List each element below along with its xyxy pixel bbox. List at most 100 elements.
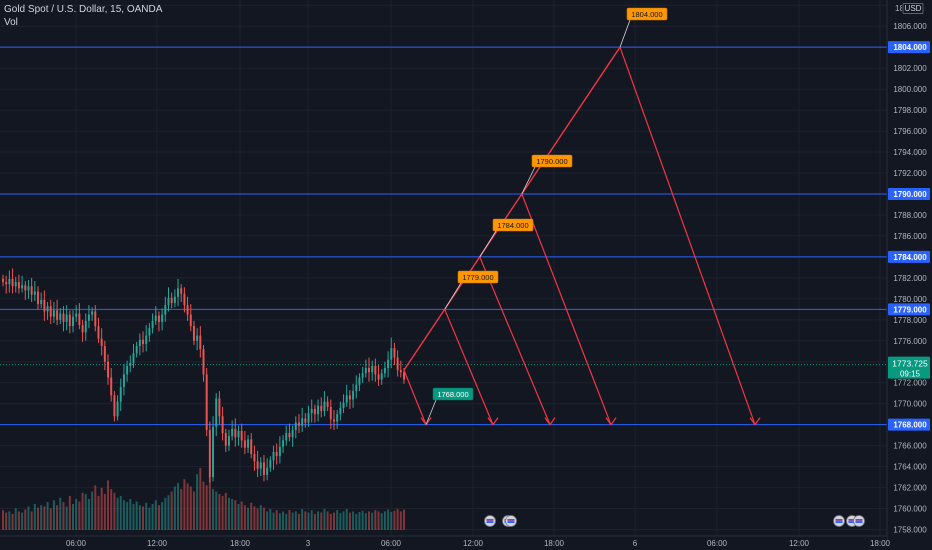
volume-bar xyxy=(234,500,237,530)
volume-bar xyxy=(40,505,43,530)
candle-body xyxy=(97,326,100,339)
volume-bar xyxy=(383,511,386,530)
price-tick-label: 1794.000 xyxy=(893,148,927,157)
volume-bar xyxy=(173,486,176,530)
volume-bar xyxy=(142,506,145,530)
volume-bar xyxy=(21,512,24,530)
volume-bar xyxy=(186,483,189,530)
volume-bar xyxy=(294,511,297,530)
time-tick-label: 12:00 xyxy=(147,539,168,548)
volume-bar xyxy=(154,500,157,530)
volume-bar xyxy=(122,500,125,530)
volume-bar xyxy=(393,510,396,530)
price-tick-label: 1782.000 xyxy=(893,274,927,283)
symbol-title[interactable]: Gold Spot / U.S. Dollar, 15, OANDA xyxy=(4,4,163,15)
level-axis-badge xyxy=(888,41,930,54)
volume-bar xyxy=(164,497,167,530)
price-annotations[interactable]: 1804.000 1790.000 1784.000 1779.000 1768.000 xyxy=(425,7,668,425)
level-axis-badge xyxy=(888,187,930,200)
time-tick-label: 18:00 xyxy=(870,539,891,548)
volume-bar xyxy=(250,502,253,530)
time-tick-label: 18:00 xyxy=(230,539,251,548)
volume-bar xyxy=(180,489,183,530)
candle-body xyxy=(119,386,122,402)
volume-bar xyxy=(208,476,211,530)
callout-leader xyxy=(425,399,437,425)
candle-body xyxy=(310,408,313,414)
countdown-label: 09:15 xyxy=(900,370,921,379)
callout-box xyxy=(432,387,474,401)
volume-bar xyxy=(52,500,55,530)
volume-bar xyxy=(37,507,39,530)
currency-label[interactable]: USD xyxy=(905,4,922,13)
callout-label: 1768.000 xyxy=(437,390,468,399)
flag-stripe xyxy=(835,520,843,522)
event-icons[interactable] xyxy=(484,515,865,527)
volume-bar xyxy=(320,512,323,530)
level-axis-badge xyxy=(888,303,930,316)
level-axis-label: 1804.000 xyxy=(893,43,927,52)
candle-body xyxy=(11,278,14,287)
candle-body xyxy=(151,320,154,329)
candle-body xyxy=(68,314,71,327)
volume-bar xyxy=(49,508,52,530)
candle-body xyxy=(355,384,358,392)
candle-body xyxy=(148,328,151,336)
price-tick-label: 1776.000 xyxy=(893,337,927,346)
volume-bar xyxy=(240,501,243,530)
projection-arrows[interactable] xyxy=(403,46,761,426)
candle-body xyxy=(33,291,36,295)
time-axis[interactable]: 06:00 12:00 18:00 3 06:00 12:00 18:00 6 06:00 12:… xyxy=(0,535,891,550)
candle-body xyxy=(196,335,199,341)
volume-bar xyxy=(282,511,285,530)
time-tick-label: 12:00 xyxy=(789,539,810,548)
price-axis[interactable]: 1758.000 1760.000 1762.000 1764.000 1766.000… xyxy=(886,0,932,550)
volume-bar xyxy=(56,505,59,530)
candle-body xyxy=(269,460,272,468)
candle-body xyxy=(212,426,215,478)
callout-leader xyxy=(521,166,536,195)
candle-body xyxy=(43,299,46,312)
candle-body xyxy=(129,362,132,366)
volume-bar xyxy=(161,502,164,530)
volume-bar xyxy=(17,511,20,530)
level-axis-label: 1790.000 xyxy=(893,190,927,199)
volume-bar xyxy=(196,474,199,530)
candle-body xyxy=(192,326,195,341)
volume-bar xyxy=(46,502,49,530)
candle-body xyxy=(231,428,234,437)
callout-label: 1784.000 xyxy=(497,221,528,230)
volume-bar xyxy=(113,492,116,530)
candle-body xyxy=(14,282,17,287)
candle-body xyxy=(84,320,87,333)
candle-body xyxy=(186,305,189,315)
candle-body xyxy=(167,297,170,306)
candle-body xyxy=(387,359,390,369)
candle-body xyxy=(170,297,173,304)
volume-bar xyxy=(212,489,215,530)
volume-bar xyxy=(87,499,90,530)
volume-bar xyxy=(189,486,192,530)
volume-bar xyxy=(72,503,75,530)
volume-bar xyxy=(224,492,227,530)
candle-body xyxy=(27,286,30,291)
volume-bar xyxy=(348,512,351,530)
candle-body xyxy=(107,361,110,378)
horizontal-levels[interactable] xyxy=(0,46,887,426)
volume-bar xyxy=(157,505,160,530)
candle-body xyxy=(218,398,221,417)
candle-body xyxy=(100,338,103,347)
volume-bar xyxy=(91,491,94,530)
price-tick-label: 1792.000 xyxy=(893,169,927,178)
volume-label[interactable]: Vol xyxy=(4,17,18,28)
volume-bar xyxy=(135,501,138,530)
volume-bar xyxy=(5,512,8,530)
volume-bar xyxy=(65,506,68,530)
candle-body xyxy=(199,335,202,350)
candle-body xyxy=(103,346,106,362)
price-tick-label: 1796.000 xyxy=(893,127,927,136)
volume-bar xyxy=(215,491,218,530)
current-price-badge xyxy=(888,356,930,379)
candlesticks[interactable] xyxy=(2,268,405,483)
